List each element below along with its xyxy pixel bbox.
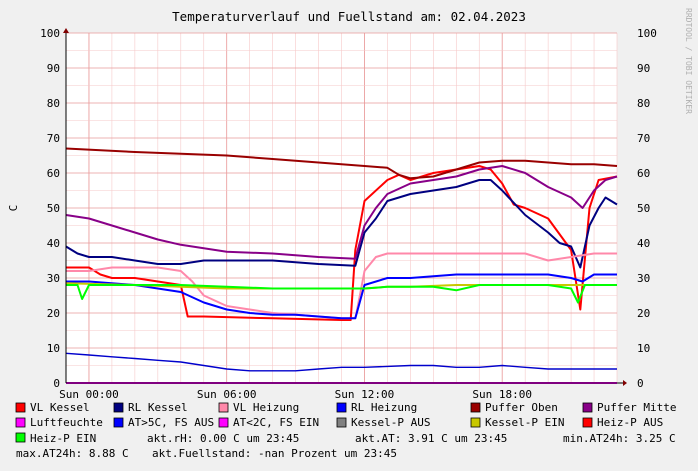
legend-swatch	[15, 402, 26, 413]
x-tick-label: Sun 12:00	[335, 388, 395, 401]
status-rh: akt.rH: 0.00 C um 23:45	[147, 432, 299, 445]
y-tick-label-right: 90	[637, 62, 650, 75]
series-line-heiz-p-ein	[66, 284, 617, 304]
series-line-unnamed	[65, 352, 617, 372]
legend-swatch	[336, 402, 347, 413]
y-tick-label-right: 10	[637, 342, 650, 355]
y-tick-label: 50	[47, 202, 60, 215]
legend-swatch	[113, 417, 124, 428]
legend-swatch	[470, 417, 481, 428]
legend-label: VL Kessel	[30, 401, 90, 414]
legend-label: VL Heizung	[233, 401, 299, 414]
legend-label: Luftfeuchte	[30, 416, 103, 429]
y-tick-label: 10	[47, 342, 60, 355]
x-tick-label: Sun 06:00	[197, 388, 257, 401]
status-fuellstand: akt.Fuellstand: -nan Prozent um 23:45	[152, 447, 397, 460]
y-tick-label: 60	[47, 167, 60, 180]
y-tick-label-right: 20	[637, 307, 650, 320]
y-tick-label: 70	[47, 132, 60, 145]
legend-swatch	[15, 432, 26, 443]
y-tick-label-right: 70	[637, 132, 650, 145]
y-tick-label-right: 40	[637, 237, 650, 250]
legend-swatch	[582, 417, 593, 428]
y-tick-label: 40	[47, 237, 60, 250]
y-tick-label: 20	[47, 307, 60, 320]
y-tick-label: 100	[40, 27, 60, 40]
status-min-at: min.AT24h: 3.25 C	[563, 432, 676, 445]
x-tick-label: Sun 00:00	[59, 388, 119, 401]
x-tick-label: Sun 18:00	[472, 388, 532, 401]
series-line-vl-kessel	[66, 165, 618, 321]
series-line-rl-heizung	[66, 273, 617, 320]
legend-label: Puffer Oben	[485, 401, 558, 414]
series-line-puffer-oben	[65, 147, 618, 180]
legend-label: Heiz-P EIN	[30, 432, 96, 445]
y-tick-label: 80	[47, 97, 60, 110]
y-tick-label: 30	[47, 272, 60, 285]
y-tick-label-right: 50	[637, 202, 650, 215]
legend-swatch	[113, 402, 124, 413]
legend-label: RL Kessel	[128, 401, 188, 414]
legend-label: AT<2C, FS EIN	[233, 416, 319, 429]
y-tick-label-right: 30	[637, 272, 650, 285]
legend-label: Heiz-P AUS	[597, 416, 663, 429]
legend-label: Puffer Mitte	[597, 401, 676, 414]
series-line-puffer-mitte	[65, 165, 618, 260]
y-tick-label-right: 80	[637, 97, 650, 110]
x-axis-arrow	[623, 380, 627, 386]
y-tick-label-right: 60	[637, 167, 650, 180]
chart-title: Temperaturverlauf und Fuellstand am: 02.…	[172, 9, 526, 24]
legend-label: RL Heizung	[351, 401, 417, 414]
y-tick-label-right: 100	[637, 27, 657, 40]
y-tick-label-right: 0	[637, 377, 644, 390]
legend-label: Kessel-P AUS	[351, 416, 430, 429]
legend-swatch	[218, 417, 229, 428]
y-tick-label: 0	[53, 377, 60, 390]
legend-label: Kessel-P EIN	[485, 416, 564, 429]
y-tick-label: 90	[47, 62, 60, 75]
legend-swatch	[15, 417, 26, 428]
legend-swatch	[336, 417, 347, 428]
y-axis-arrow	[63, 28, 69, 33]
legend-swatch	[470, 402, 481, 413]
legend-label: AT>5C, FS AUS	[128, 416, 214, 429]
chart-side-text: RRDTOOL / TOBI OETIKER	[684, 8, 693, 114]
y-axis-label: C	[7, 205, 20, 212]
legend-swatch	[582, 402, 593, 413]
legend-swatch	[218, 402, 229, 413]
series-line-rl-kessel	[65, 179, 618, 269]
status-max-at: max.AT24h: 8.88 C	[16, 447, 129, 460]
status-at: akt.AT: 3.91 C um 23:45	[355, 432, 507, 445]
